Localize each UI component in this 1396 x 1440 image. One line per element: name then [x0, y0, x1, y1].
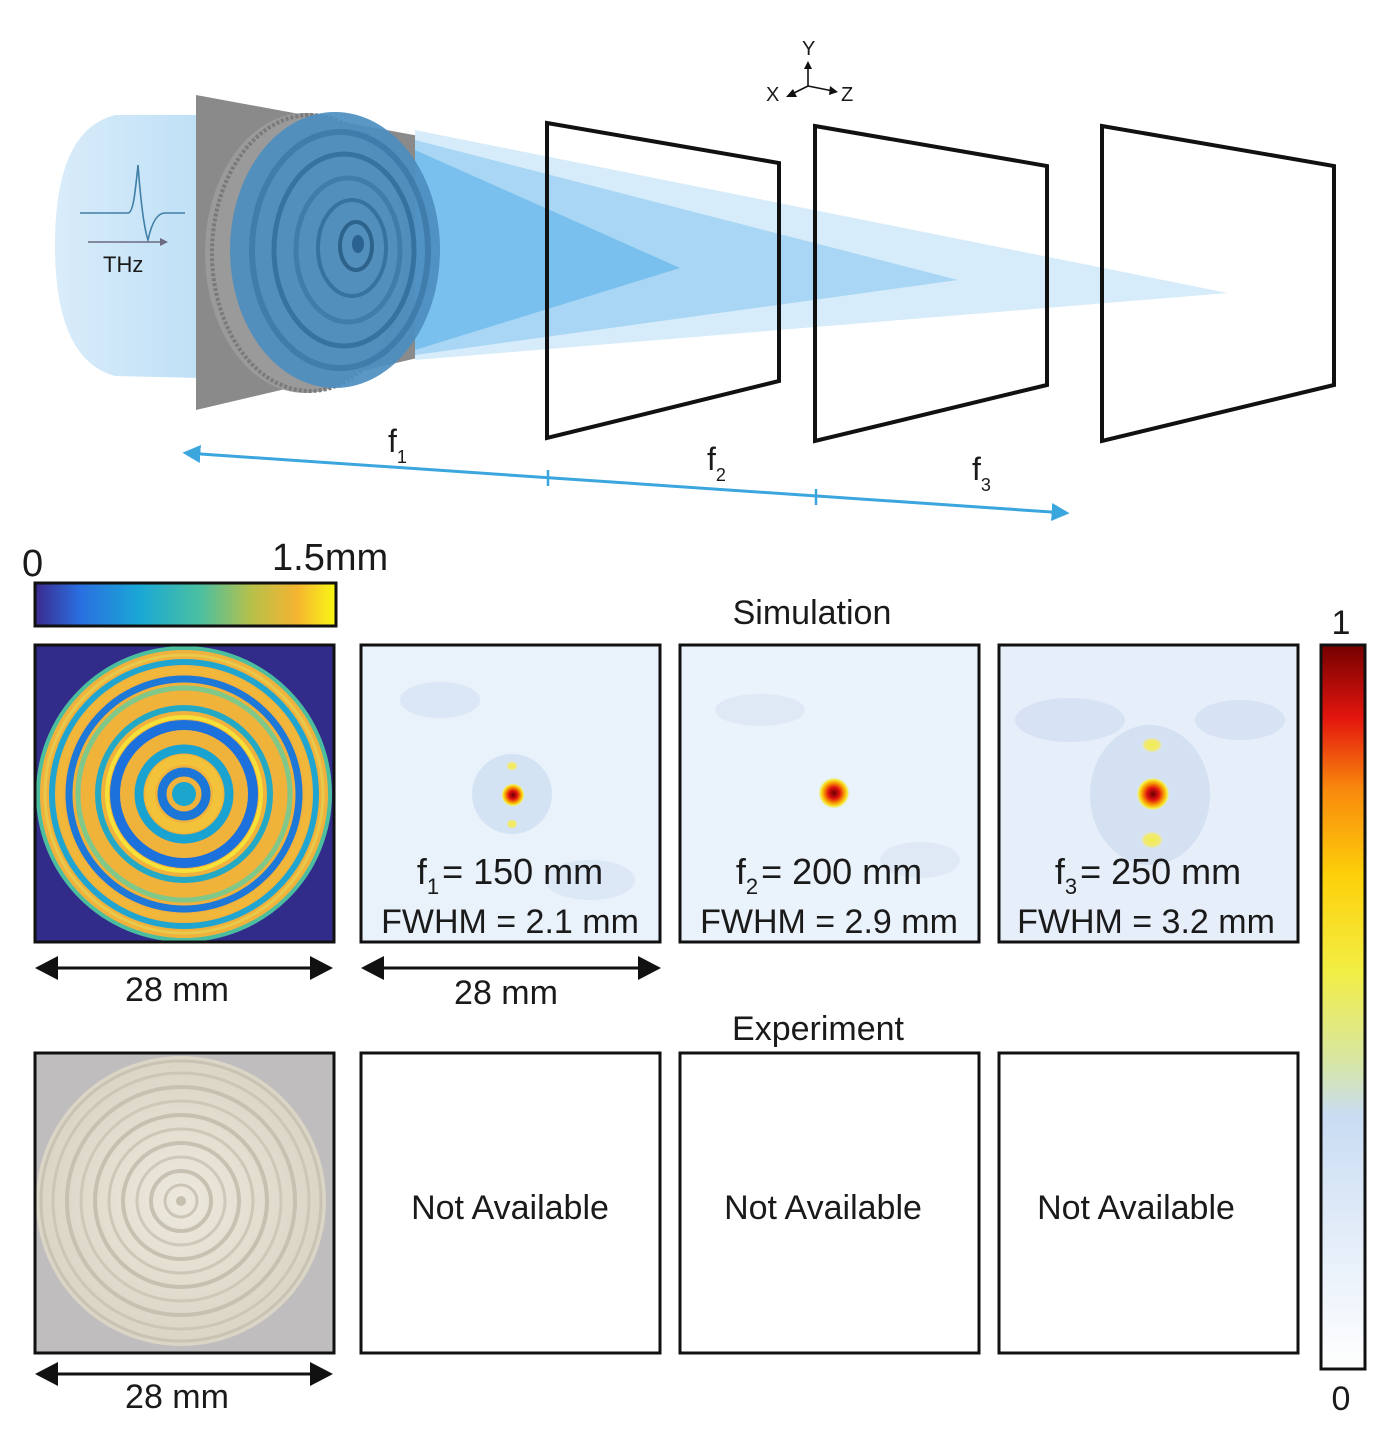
sim-1-focal-label: f1= 150 mm	[417, 851, 603, 899]
axis-z-label: Z	[841, 84, 853, 106]
sim-2-focal-label: f2= 200 mm	[736, 851, 922, 899]
photo-scale-bar	[35, 1362, 333, 1386]
thickness-min-label: 0	[22, 543, 43, 585]
screen-f1	[545, 120, 781, 441]
intensity-colorbar	[1319, 643, 1367, 1371]
thz-label: THz	[103, 252, 143, 277]
exp-1-label: Not Available	[411, 1189, 609, 1227]
distance-label-f2: f2	[707, 441, 726, 485]
simulation-row-title: Simulation	[733, 594, 892, 632]
schematic: THz Y	[55, 38, 1336, 521]
screen-f2	[813, 123, 1049, 444]
thz-pulse-icon	[80, 164, 185, 246]
sim-1-fwhm-label: FWHM = 2.1 mm	[381, 903, 639, 941]
thickness-colorbar: 0 1.5mm	[22, 537, 388, 628]
axis-x-label: X	[766, 84, 779, 106]
intensity-min-label: 0	[1332, 1380, 1351, 1418]
exp-panel-3	[997, 1051, 1300, 1355]
sim-panel-3	[997, 643, 1300, 944]
screen-f3	[1100, 123, 1336, 444]
sim-3-fwhm-label: FWHM = 3.2 mm	[1017, 903, 1275, 941]
sim-2-fwhm-label: FWHM = 2.9 mm	[700, 903, 958, 941]
sim-panel-1	[359, 643, 662, 944]
experiment-row-title: Experiment	[732, 1010, 905, 1048]
distance-label-f1: f1	[388, 423, 407, 467]
design-scale-label: 28 mm	[125, 971, 229, 1009]
sim-scale-bar	[361, 956, 661, 980]
sim-3-focal-label: f3= 250 mm	[1055, 851, 1241, 899]
sim-scale-label: 28 mm	[454, 974, 558, 1012]
distance-label-f3: f3	[972, 451, 991, 495]
lens-thickness-map	[33, 643, 336, 944]
distance-arrow	[182, 445, 1070, 521]
input-beam	[55, 115, 200, 378]
design-scale-bar	[35, 956, 333, 980]
sim-panel-2	[678, 643, 981, 944]
exp-3-label: Not Available	[1037, 1189, 1235, 1227]
exp-panel-1	[359, 1051, 662, 1355]
diffractive-lens	[230, 112, 440, 388]
photo-scale-label: 28 mm	[125, 1378, 229, 1416]
axis-y-label: Y	[802, 38, 815, 60]
lens-photo	[33, 1051, 336, 1355]
exp-2-label: Not Available	[724, 1189, 922, 1227]
exp-panel-2	[678, 1051, 981, 1355]
intensity-max-label: 1	[1332, 604, 1351, 642]
thickness-max-label: 1.5mm	[272, 537, 388, 579]
axes-icon	[786, 61, 838, 97]
